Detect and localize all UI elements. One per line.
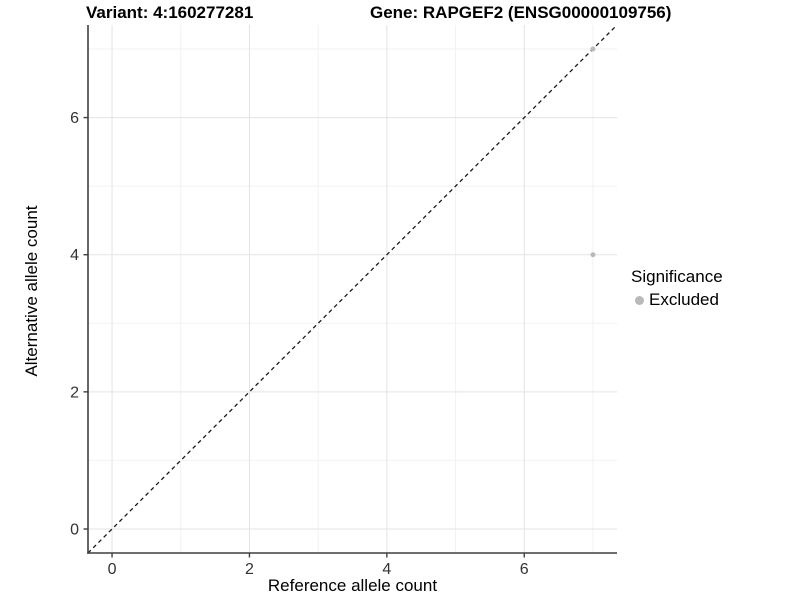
data-point [590, 252, 596, 258]
legend-item-label: Excluded [649, 290, 719, 309]
gene-title: Gene: RAPGEF2 (ENSG00000109756) [370, 3, 672, 22]
x-tick-label: 0 [108, 561, 117, 578]
y-axis-title: Alternative allele count [22, 205, 41, 377]
x-tick-label: 6 [520, 561, 529, 578]
y-tick-label: 6 [70, 110, 79, 127]
data-point [590, 46, 596, 52]
legend-title: Significance [631, 267, 723, 286]
y-tick-label: 4 [70, 247, 79, 264]
identity-line [87, 24, 618, 554]
y-tick-label: 0 [70, 522, 79, 539]
x-axis-title: Reference allele count [267, 576, 438, 595]
legend: Significance Excluded [631, 267, 723, 310]
x-tick-label: 2 [245, 561, 254, 578]
variant-title: Variant: 4:160277281 [86, 3, 254, 22]
y-tick-label: 2 [70, 384, 79, 401]
legend-items: Excluded [631, 290, 723, 310]
legend-key-dot-icon [635, 295, 644, 305]
legend-item: Excluded [631, 290, 723, 310]
x-tick-label: 4 [382, 561, 391, 578]
